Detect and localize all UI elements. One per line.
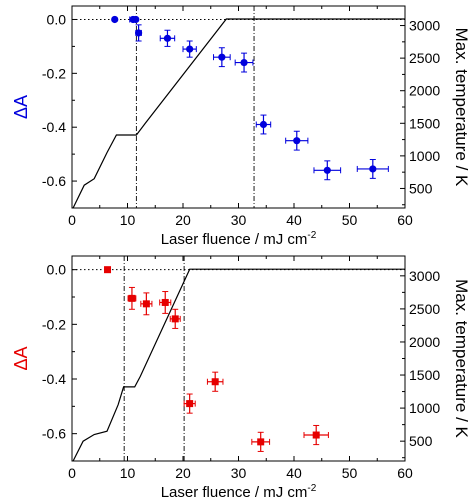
y2-tick-label: 2000 bbox=[409, 83, 440, 99]
y2-axis-label: Max. temperature / K bbox=[452, 28, 471, 187]
x-axis-label-text: Laser fluence / mJ cm bbox=[161, 484, 308, 501]
data-point bbox=[218, 53, 226, 61]
data-point bbox=[104, 266, 112, 274]
y2-tick-label: 1500 bbox=[409, 115, 440, 131]
y-axis-label: ΔA bbox=[11, 95, 31, 119]
x-tick-label: 20 bbox=[175, 212, 191, 228]
y-tick-label: 0.0 bbox=[47, 262, 67, 278]
y2-tick-label: 3000 bbox=[409, 18, 440, 34]
y-tick-label: 0.0 bbox=[47, 11, 67, 27]
y-axis-label: ΔA bbox=[11, 346, 31, 370]
temperature-curve bbox=[72, 18, 405, 209]
x-tick-label: 0 bbox=[68, 212, 76, 228]
y-tick-label: -0.6 bbox=[42, 173, 66, 189]
y2-tick-label: 2000 bbox=[409, 334, 440, 350]
temperature-curve bbox=[72, 268, 405, 462]
y2-tick-label: 500 bbox=[409, 433, 433, 449]
data-point bbox=[171, 315, 179, 323]
data-point bbox=[323, 166, 331, 174]
y-tick-label: -0.2 bbox=[42, 65, 66, 81]
x-tick-label: 10 bbox=[120, 465, 136, 481]
y2-tick-label: 1000 bbox=[409, 148, 440, 164]
x-tick-label: 60 bbox=[397, 465, 413, 481]
data-point bbox=[240, 58, 248, 67]
data-point bbox=[142, 300, 150, 308]
y2-axis-label: Max. temperature / K bbox=[452, 279, 471, 438]
x-tick-label: 60 bbox=[397, 212, 413, 228]
data-point bbox=[186, 45, 194, 53]
data-point bbox=[312, 431, 320, 439]
y2-tick-label: 2500 bbox=[409, 50, 440, 66]
data-point bbox=[111, 15, 119, 24]
data-point bbox=[128, 294, 136, 302]
data-point bbox=[186, 400, 194, 408]
y2-tick-label: 1500 bbox=[409, 367, 440, 383]
x-tick-label: 50 bbox=[342, 212, 358, 228]
x-tick-label: 50 bbox=[342, 465, 358, 481]
data-point bbox=[163, 34, 172, 42]
data-point bbox=[132, 15, 140, 24]
chart-top: 0 10 20 30 40 50 60 0.0 -0.2 -0.4 -0.6 500 1000 1500 2… bbox=[11, 5, 471, 248]
data-point bbox=[259, 120, 268, 129]
y2-tick-label: 500 bbox=[409, 180, 433, 196]
x-tick-label: 40 bbox=[286, 212, 302, 228]
y-tick-label: -0.6 bbox=[42, 426, 66, 442]
x-axis-label: Laser fluence / mJ cm-2 bbox=[161, 483, 317, 501]
y-tick-label: -0.2 bbox=[42, 316, 66, 332]
x-tick-label: 40 bbox=[286, 465, 302, 481]
x-tick-label: 20 bbox=[175, 465, 191, 481]
x-tick-label: 0 bbox=[68, 465, 76, 481]
plot-frame bbox=[71, 255, 406, 462]
y-tick-label: -0.4 bbox=[42, 371, 66, 387]
y2-tick-label: 2500 bbox=[409, 301, 440, 317]
x-tick-label: 30 bbox=[231, 212, 247, 228]
x-axis-label-superscript: -2 bbox=[307, 230, 316, 241]
y-tick-label: -0.4 bbox=[42, 119, 66, 135]
data-point bbox=[211, 378, 219, 386]
x-axis-label-text: Laser fluence / mJ cm bbox=[161, 231, 308, 248]
y2-tick-label: 1000 bbox=[409, 400, 440, 416]
data-point bbox=[257, 438, 265, 446]
x-tick-label: 30 bbox=[231, 465, 247, 481]
data-point bbox=[161, 298, 169, 306]
x-tick-label: 10 bbox=[120, 212, 136, 228]
x-axis-label-superscript: -2 bbox=[307, 483, 316, 494]
x-axis-label: Laser fluence / mJ cm-2 bbox=[161, 230, 317, 248]
data-point bbox=[135, 29, 143, 37]
y2-tick-label: 3000 bbox=[409, 268, 440, 284]
data-point bbox=[293, 137, 301, 145]
data-point bbox=[369, 165, 377, 173]
chart-bottom: 0 10 20 30 40 50 60 0.0 -0.2 -0.4 -0.6 500 1000 1500 2… bbox=[11, 255, 471, 501]
plot-frame bbox=[71, 5, 406, 209]
